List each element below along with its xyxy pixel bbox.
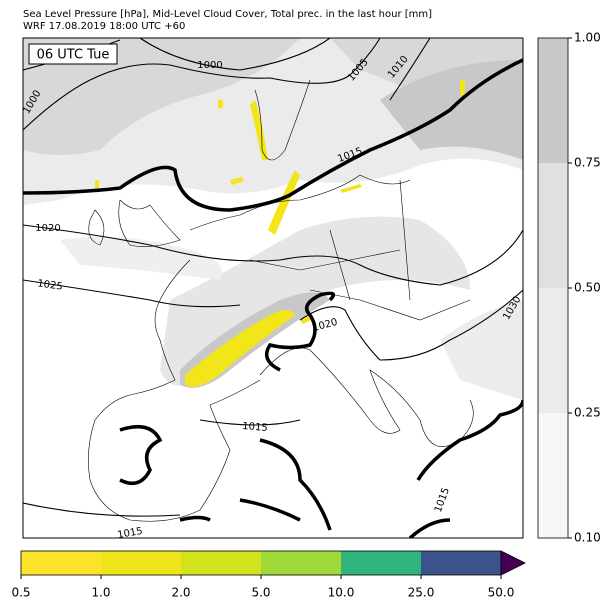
- precip-colorbar: 0.5 1.0 2.0 5.0 10.0 25.0 50.0: [11, 550, 526, 600]
- colorbar-tick-label: 1.0: [91, 586, 110, 600]
- colorbar-band: [538, 38, 568, 163]
- isobar-label: 1015: [117, 526, 144, 541]
- time-label-box: [28, 43, 118, 65]
- title-line-1: Sea Level Pressure [hPa], Mid-Level Clou…: [23, 9, 432, 20]
- colorbar-band: [538, 288, 568, 413]
- precipitation: [95, 80, 465, 387]
- coastlines: [88, 79, 474, 522]
- colorbar-band: [181, 551, 261, 575]
- colorbar-tick-label: 1.00: [574, 31, 601, 45]
- colorbar-band: [21, 551, 101, 575]
- colorbar-band: [261, 551, 341, 575]
- colorbar-tick-label: 10.0: [328, 586, 355, 600]
- isobars: [23, 38, 523, 517]
- isobar-label: 1000: [197, 60, 222, 71]
- colorbar-tick-label: 25.0: [408, 586, 435, 600]
- cloud-colorbar: 1.00 0.75 0.50 0.25 0.10: [537, 31, 601, 545]
- colorbar-band: [421, 551, 501, 575]
- colorbar-tick-label: 5.0: [251, 586, 270, 600]
- colorbar-band: [101, 551, 181, 575]
- colorbar-tick-label: 0.5: [11, 586, 30, 600]
- colorbar-extension: [500, 550, 526, 576]
- colorbar-tick-label: 50.0: [488, 586, 515, 600]
- title-line-2: WRF 17.08.2019 18:00 UTC +60: [23, 21, 185, 32]
- colorbar-tick-label: 0.10: [574, 531, 601, 545]
- colorbar-band: [538, 413, 568, 538]
- colorbar-tick-label: 0.50: [574, 281, 601, 295]
- colorbar-tick-label: 0.75: [574, 156, 601, 170]
- colorbar-tick-label: 2.0: [171, 586, 190, 600]
- map: 1000 1000 1005 1010 1015 1020 1025 1020 …: [23, 38, 523, 541]
- colorbar-band: [538, 163, 568, 288]
- isobar-label: 1015: [242, 421, 268, 434]
- isobar-label: 1020: [35, 223, 60, 234]
- colorbar-tick-label: 0.25: [574, 406, 601, 420]
- time-label: 06 UTC Tue: [37, 48, 110, 63]
- colorbar-band: [341, 551, 421, 575]
- map-frame: [22, 37, 524, 539]
- isobars-1015: [23, 58, 523, 538]
- isobar-label: 1025: [37, 278, 64, 292]
